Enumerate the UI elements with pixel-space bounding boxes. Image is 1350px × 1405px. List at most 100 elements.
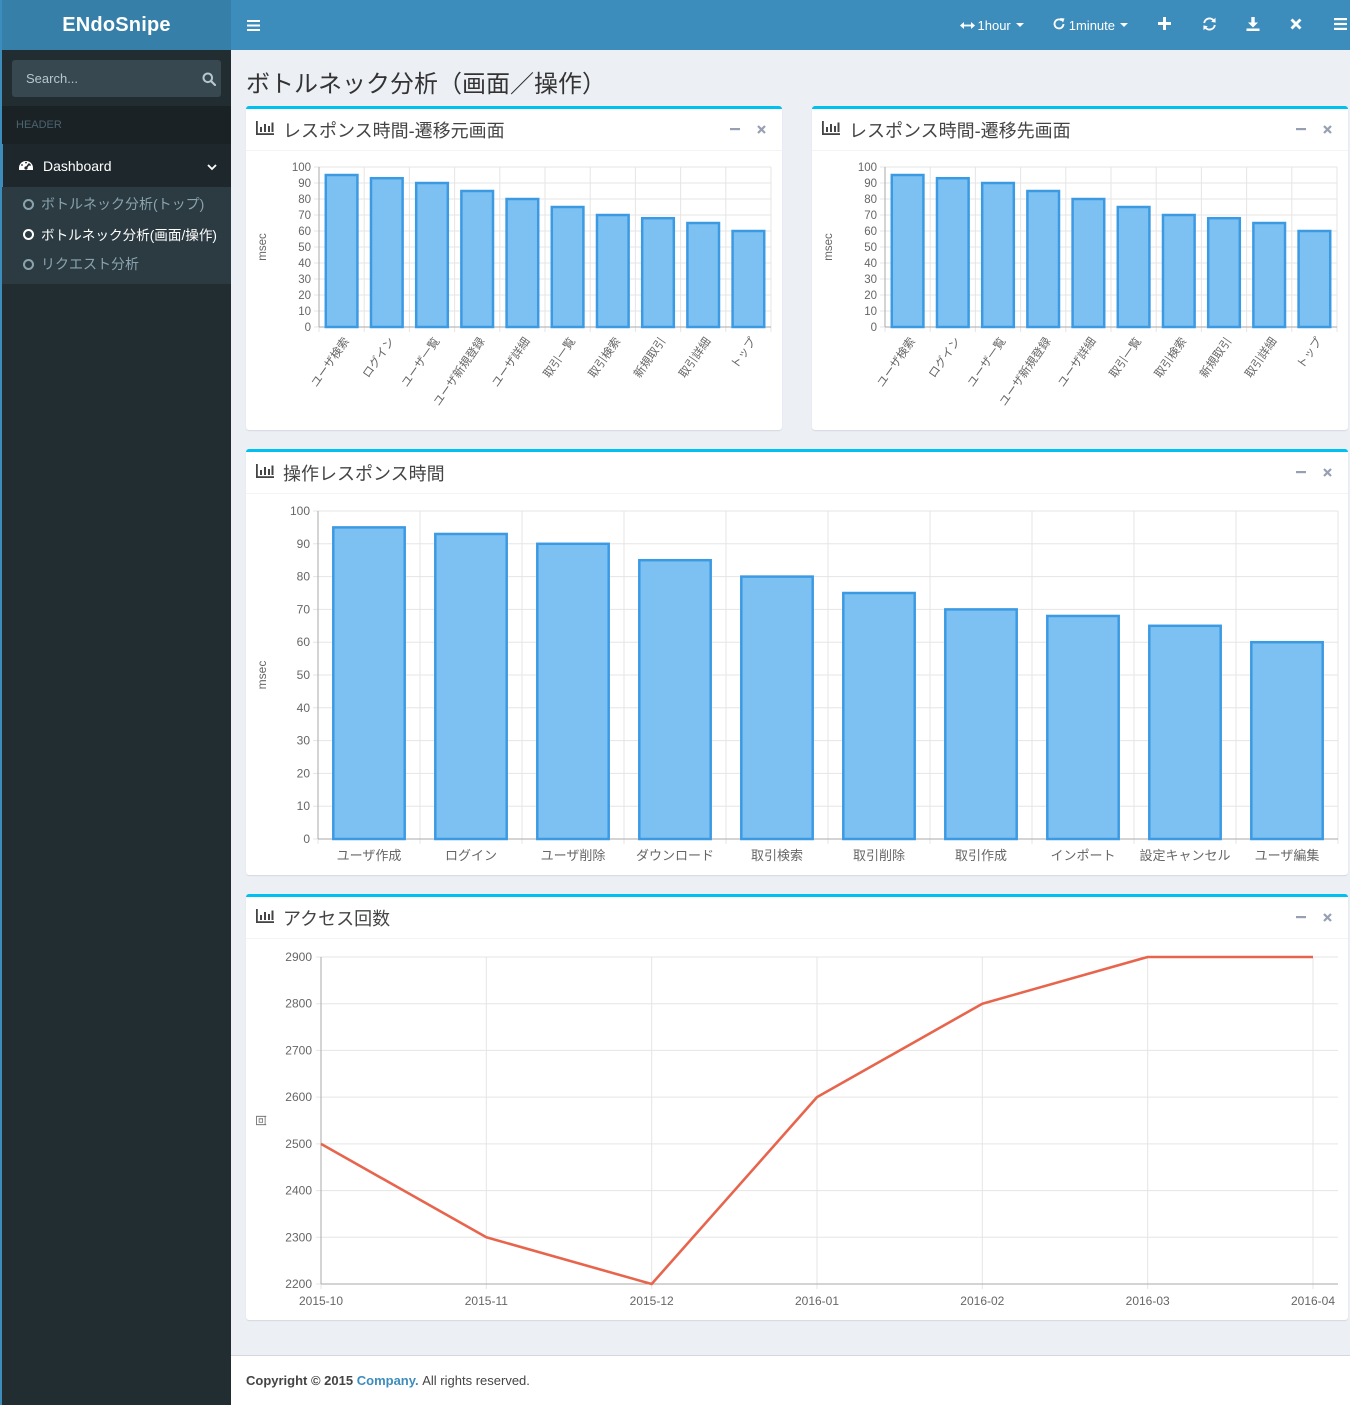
close-button[interactable] [1290, 0, 1302, 50]
y-tick-label: 0 [305, 322, 311, 334]
remove-button[interactable] [1321, 912, 1333, 924]
y-tick-label: 90 [298, 178, 311, 190]
top-navbar: 1hour 1minute [231, 0, 1350, 50]
add-button[interactable] [1158, 0, 1171, 50]
x-tick-label: 2016-02 [960, 1294, 1004, 1308]
x-tick-label: ユーザ検索 [308, 335, 352, 390]
download-button[interactable] [1246, 0, 1260, 50]
line-chart-access-count: 2200 2300 2400 2500 2600 2700 2800 2900 2015-10 2… [255, 950, 1338, 1308]
sidebar-item-bottleneck-top[interactable]: ボトルネック分析(トップ) [2, 189, 231, 219]
bar-chart-icon [822, 120, 840, 139]
x-tick-label: 取引一覧 [1106, 335, 1144, 381]
y-tick-label: 70 [298, 210, 311, 222]
bar [1297, 229, 1332, 329]
y-tick-label: 50 [298, 242, 311, 254]
y-axis-label: msec [257, 233, 269, 261]
remove-button[interactable] [1321, 124, 1333, 136]
bar [550, 205, 585, 329]
x-tick-label: ユーザ削除 [541, 848, 606, 863]
app-logo[interactable]: ENdoSnipe [2, 0, 231, 50]
x-tick-label: 2015-10 [299, 1294, 343, 1308]
bar [935, 176, 970, 329]
y-tick-label: 90 [297, 537, 311, 551]
sidebar-item-request-analysis[interactable]: リクエスト分析 [2, 249, 231, 279]
bar [740, 575, 814, 841]
sidebar-submenu: ボトルネック分析(トップ) ボトルネック分析(画面/操作) リクエスト分析 [2, 187, 231, 284]
y-tick-label: 50 [297, 668, 311, 682]
time-range-dropdown[interactable]: 1hour [959, 0, 1024, 50]
bar-chart-icon [256, 120, 274, 139]
reload-button[interactable] [1202, 0, 1217, 50]
bar [536, 542, 610, 841]
sidebar-toggle-button[interactable] [231, 0, 275, 50]
copyright-text: Copyright © 2015 [246, 1373, 354, 1388]
y-tick-label: 2700 [285, 1043, 312, 1057]
y-tick-label: 2400 [285, 1184, 312, 1198]
box-title: 操作レスポンス時間 [283, 463, 445, 484]
y-tick-label: 10 [864, 306, 877, 318]
caret-down-icon [1120, 23, 1128, 27]
y-tick-label: 20 [864, 290, 877, 302]
minimize-button[interactable] [1295, 467, 1307, 479]
minimize-button[interactable] [1295, 124, 1307, 136]
y-tick-label: 20 [298, 290, 311, 302]
y-tick-label: 40 [298, 258, 311, 270]
bar [595, 213, 630, 329]
x-tick-label: ユーザ一覧 [399, 335, 443, 389]
x-tick-label: ユーザ編集 [1255, 848, 1320, 863]
circle-icon [23, 198, 34, 210]
chart-area: 0 10 20 30 40 50 60 70 80 90 100 msec ユーザ作成 ログイン ユーザ削除… [246, 494, 1348, 875]
y-tick-label: 40 [864, 258, 877, 270]
x-tick-label: ユーザ詳細 [489, 335, 533, 390]
x-tick-label: 取引詳細 [676, 335, 714, 381]
bar [1116, 205, 1151, 329]
chart-area: 0 10 20 30 40 50 60 70 80 90 100 msec ユーザ検索 ログイン ユーザ一覧… [812, 151, 1348, 430]
box-header: アクセス回数 [246, 897, 1348, 939]
sidebar-item-label: ボトルネック分析(画面/操作) [41, 228, 217, 243]
bar [414, 181, 450, 329]
x-tick-label: 取引作成 [955, 848, 1007, 863]
close-icon [1290, 18, 1302, 33]
sidebar-search [2, 50, 231, 107]
bar-chart-operation-response: 0 10 20 30 40 50 60 70 80 90 100 msec ユーザ作成 ログイン ユーザ削除… [255, 504, 1339, 863]
circle-icon [23, 258, 34, 270]
bar [1046, 614, 1120, 841]
x-tick-label: 2016-01 [795, 1294, 839, 1308]
minimize-button[interactable] [1295, 912, 1307, 924]
x-tick-label: ダウンロード [636, 848, 714, 863]
y-tick-label: 80 [297, 570, 311, 584]
y-tick-label: 70 [864, 210, 877, 222]
y-tick-label: 2200 [285, 1277, 312, 1291]
bar [686, 221, 721, 329]
minimize-button[interactable] [729, 124, 741, 136]
page-title: ボトルネック分析（画面／操作） [246, 71, 606, 98]
sync-icon [1202, 16, 1217, 34]
box-tools [729, 124, 772, 136]
chart-box-source-screen: レスポンス時間-遷移元画面 0 10 20 30 40 50 60 70 80 90 100 msec… [246, 106, 782, 430]
main-content: ボトルネック分析（画面／操作） レスポンス時間-遷移元画面 0 10 20 30 40 5… [231, 50, 1350, 1355]
search-icon[interactable] [202, 71, 216, 87]
dashboard-icon [18, 157, 34, 174]
box-tools [1295, 912, 1338, 924]
refresh-interval-dropdown[interactable]: 1minute [1052, 0, 1128, 50]
remove-button[interactable] [755, 124, 767, 136]
bar [1071, 197, 1106, 329]
sidebar-item-dashboard[interactable]: Dashboard [0, 144, 231, 187]
company-link[interactable]: Company. [356, 1373, 419, 1388]
menu-button[interactable] [1334, 0, 1347, 50]
series-line [320, 955, 1313, 1286]
y-tick-label: 30 [864, 274, 877, 286]
time-range-label: 1hour [977, 17, 1011, 33]
circle-icon [23, 228, 34, 240]
x-tick-label: ユーザ作成 [337, 848, 402, 863]
remove-button[interactable] [1321, 467, 1333, 479]
sidebar: ENdoSnipe HEADER Dashboard ボトルネック分析(トップ)… [0, 0, 231, 1405]
chart-box-destination-screen: レスポンス時間-遷移先画面 0 10 20 30 40 50 60 70 80 90 100 msec… [812, 106, 1348, 430]
x-tick-label: 2015-11 [465, 1294, 508, 1308]
bar [1250, 640, 1324, 841]
y-tick-label: 2500 [285, 1137, 312, 1151]
caret-down-icon [1015, 23, 1024, 27]
x-tick-label: トップ [1294, 335, 1325, 371]
sidebar-item-bottleneck-screen[interactable]: ボトルネック分析(画面/操作) [2, 219, 231, 249]
search-input[interactable] [26, 71, 202, 86]
